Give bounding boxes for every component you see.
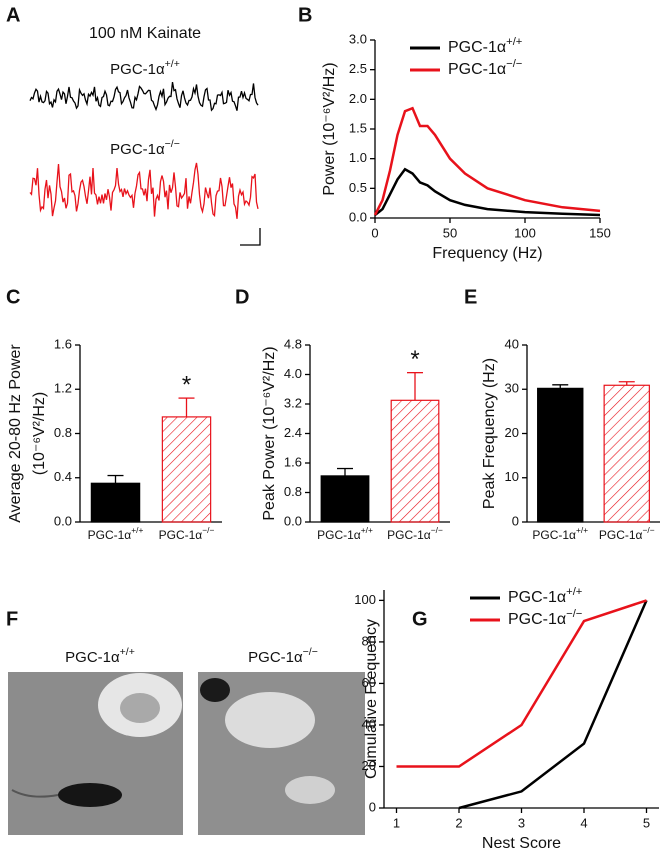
x-tick-label: PGC-1α−/− [599,525,655,542]
x-tick-label: 50 [443,225,457,240]
panel-letter: F [6,608,18,630]
y-tick-label: 0 [369,799,376,814]
panel-letter: D [235,286,249,308]
series-line [396,599,647,768]
y-axis-label: Peak Frequency (Hz) [481,358,498,509]
y-tick-label: 40 [505,336,519,351]
x-tick-label: PGC-1α−/− [159,525,215,542]
y-axis-label: Peak Power (10⁻⁶V²/Hz) [261,346,278,520]
panel-letter: B [298,4,312,26]
legend-label: PGC-1α−/− [508,608,582,628]
y-tick-label: 3.2 [284,395,302,410]
y-tick-label: 10 [505,469,519,484]
x-tick-label: 5 [643,815,650,830]
photo [198,672,365,835]
x-tick-label: 4 [580,815,587,830]
y-tick-label: 20 [362,758,376,773]
significance-marker: * [182,371,191,398]
legend-label: PGC-1α+/+ [508,586,582,606]
y-tick-label: 0.5 [349,180,367,195]
trace [29,81,259,112]
bar [161,416,212,523]
x-tick-label: 0 [371,225,378,240]
y-tick-label: 1.0 [349,150,367,165]
panel-letter: C [6,286,20,308]
y-tick-label: 0.8 [54,425,72,440]
y-tick-label: 20 [505,425,519,440]
y-tick-label: 100 [354,592,376,607]
panel-letter: G [412,608,428,630]
y-axis-label: Average 20-80 Hz Power [7,344,24,523]
bar [90,482,141,523]
trace-label: PGC-1α+/+ [110,58,180,78]
legend-label: PGC-1α+/+ [448,36,522,56]
y-tick-label: 2.4 [284,425,302,440]
x-tick-label: PGC-1α−/− [387,525,443,542]
y-tick-label: 4.0 [284,366,302,381]
panel-letter: A [6,4,20,26]
y-tick-label: 1.6 [284,454,302,469]
significance-marker: * [410,346,419,373]
y-tick-label: 0.0 [54,513,72,528]
y-tick-label: 60 [362,675,376,690]
y-tick-label: 3.0 [349,31,367,46]
x-tick-label: PGC-1α+/+ [317,525,373,542]
y-tick-label: 0.4 [54,469,72,484]
trace [29,162,259,219]
y-tick-label: 2.0 [349,91,367,106]
x-tick-label: 100 [514,225,536,240]
y-tick-label: 0.8 [284,484,302,499]
bar [320,475,370,523]
x-axis-label: Frequency (Hz) [432,245,542,262]
x-tick-label: 1 [393,815,400,830]
series-line [458,599,648,810]
y-axis-label: Power (10⁻⁶V²/Hz) [321,62,338,195]
bar [390,399,440,523]
photo-label: PGC-1α+/+ [65,646,135,666]
y-tick-label: 30 [505,381,519,396]
y-tick-label: 80 [362,633,376,648]
y-tick-label: 0 [512,513,519,528]
y-tick-label: 40 [362,716,376,731]
panel-letter: E [464,286,477,308]
y-tick-label: 1.6 [54,336,72,351]
legend-label: PGC-1α−/− [448,58,522,78]
x-tick-label: 150 [589,225,611,240]
series-line [373,106,601,216]
y-tick-label: 0.0 [349,209,367,224]
panel-title: 100 nM Kainate [89,25,201,42]
y-axis-label: (10⁻⁶V²/Hz) [31,392,48,475]
y-tick-label: 1.5 [349,120,367,135]
trace-label: PGC-1α−/− [110,138,180,158]
scale-bar [240,228,261,246]
bar [537,387,584,523]
photo [8,672,183,835]
x-tick-label: PGC-1α+/+ [532,525,588,542]
y-tick-label: 4.8 [284,336,302,351]
y-tick-label: 2.5 [349,61,367,76]
bar [603,384,650,523]
photo-label: PGC-1α−/− [248,646,318,666]
x-tick-label: PGC-1α+/+ [88,525,144,542]
x-axis-label: Nest Score [482,835,561,852]
x-tick-label: 2 [455,815,462,830]
y-tick-label: 0.0 [284,513,302,528]
y-axis-label: Cumulative Frequency [363,619,380,779]
series-line [374,167,601,217]
y-tick-label: 1.2 [54,381,72,396]
x-tick-label: 3 [518,815,525,830]
